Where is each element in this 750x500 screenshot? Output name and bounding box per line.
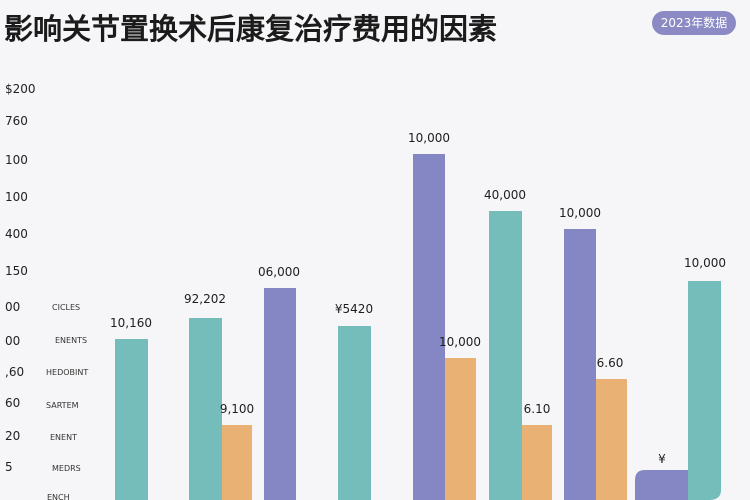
bar: [264, 288, 296, 500]
bar: [222, 425, 252, 500]
y-tick-label: 400: [5, 227, 28, 241]
bar-value-label: ¥5420: [335, 302, 373, 316]
bar-value-label: 10,000: [408, 131, 450, 145]
chart-title: 影响关节置换术后康复治疗费用的因素: [4, 12, 498, 46]
row-label: ENCH: [47, 493, 70, 500]
year-badge: 2023年数据: [652, 11, 736, 35]
y-tick-label: 00: [5, 334, 20, 348]
bar: [564, 229, 596, 500]
bar-value-label: 06,000: [258, 265, 300, 279]
y-tick-label: ,60: [5, 365, 24, 379]
row-label: CICLES: [52, 303, 80, 312]
y-tick-label: $200: [5, 82, 36, 96]
row-label: ENENTS: [55, 336, 87, 345]
y-tick-label: 150: [5, 264, 28, 278]
bar-value-label: 10,000: [684, 256, 726, 270]
bar-value-label: 6.10: [524, 402, 551, 416]
bar: [445, 358, 476, 500]
bar: [189, 318, 222, 500]
row-label: SARTEM: [46, 401, 79, 410]
y-tick-label: 20: [5, 429, 20, 443]
bar-value-label: 9,100: [220, 402, 254, 416]
bar: [688, 281, 721, 500]
bar-value-label: 6.60: [597, 356, 624, 370]
y-tick-label: 60: [5, 396, 20, 410]
bar-value-label: 10,000: [439, 335, 481, 349]
y-tick-label: 100: [5, 190, 28, 204]
bar: [596, 379, 627, 500]
y-tick-label: 760: [5, 114, 28, 128]
bar: [489, 211, 522, 500]
bar-value-label: 10,160: [110, 316, 152, 330]
row-label: ENENT: [50, 433, 77, 442]
row-label: HEDOBINT: [46, 368, 88, 377]
y-tick-label: 00: [5, 300, 20, 314]
y-tick-label: 5: [5, 460, 13, 474]
row-label: MEDRS: [52, 464, 81, 473]
y-tick-label: 100: [5, 153, 28, 167]
bar-value-label: ¥: [658, 452, 666, 466]
bar-value-label: 92,202: [184, 292, 226, 306]
bar: [338, 326, 371, 500]
bar: [413, 154, 445, 500]
bar: [522, 425, 552, 500]
bar: [115, 339, 148, 500]
bar: [635, 470, 695, 500]
bar-value-label: 10,000: [559, 206, 601, 220]
bar-value-label: 40,000: [484, 188, 526, 202]
